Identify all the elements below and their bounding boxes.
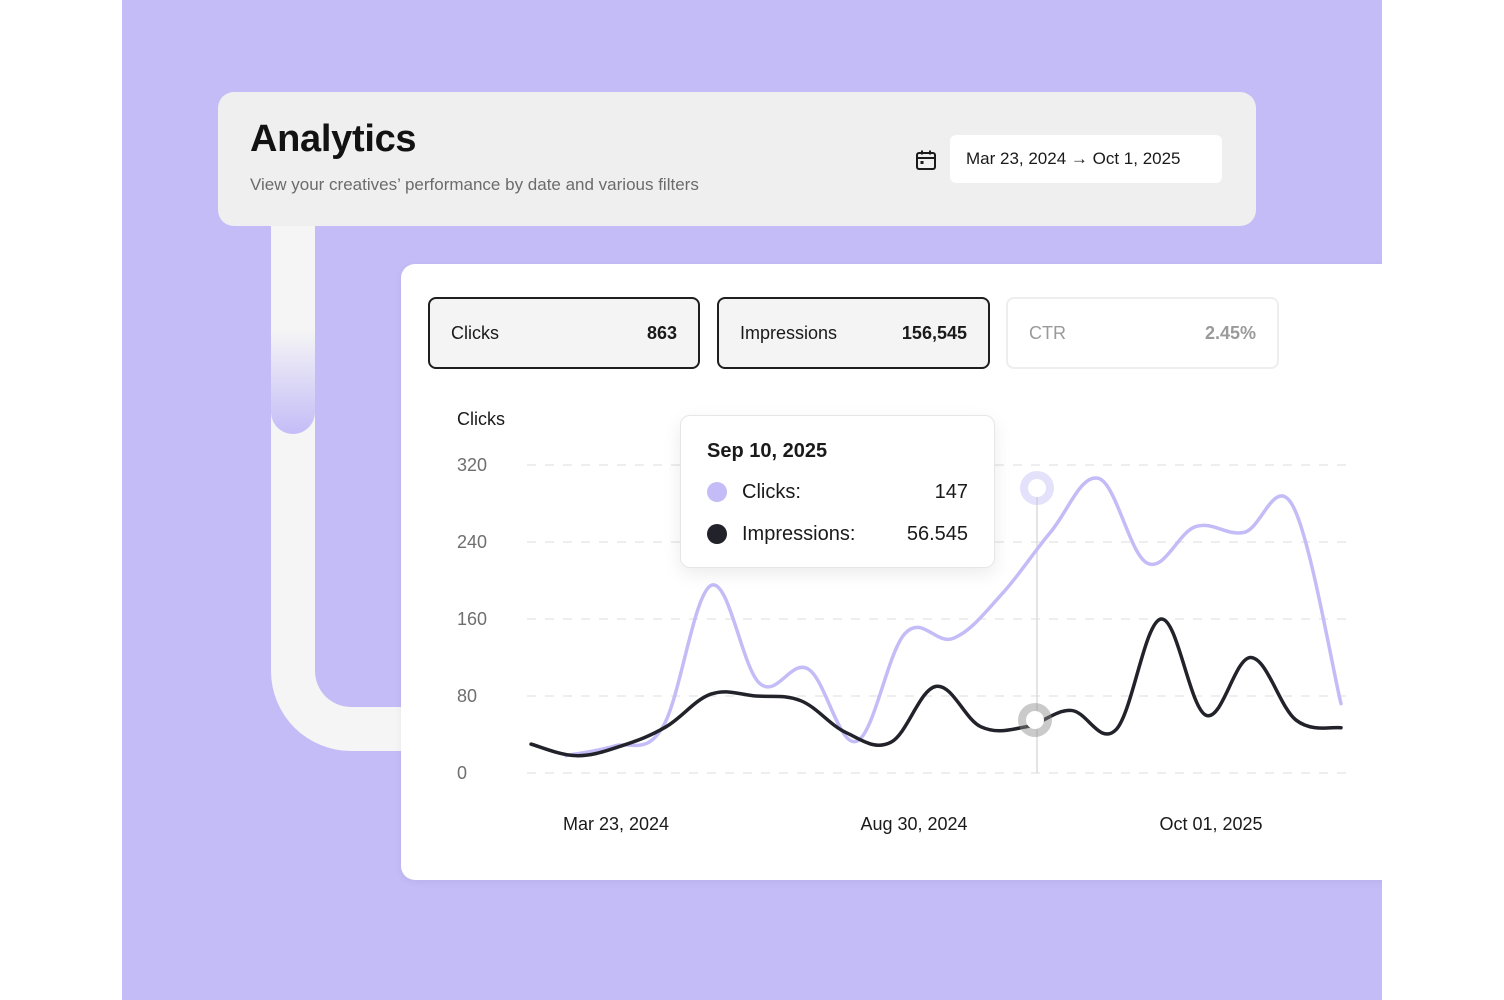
metric-value: 863 — [646, 322, 677, 343]
tooltip-row-impressions: Impressions: 56.545 — [707, 520, 968, 548]
metric-value: 2.45% — [1204, 322, 1256, 343]
metric-tab-impressions[interactable]: Impressions 156,545 — [717, 297, 990, 369]
tooltip-value: 56.545 — [906, 522, 968, 545]
page-subtitle: View your creatives’ performance by date… — [250, 175, 699, 194]
y-tick-label: 240 — [457, 532, 487, 552]
tooltip-row-clicks: Clicks: 147 — [707, 478, 968, 506]
tooltip-label: Impressions: — [742, 522, 856, 545]
x-tick-label: Aug 30, 2024 — [860, 814, 967, 834]
date-range-picker[interactable]: Mar 23, 2024 → Oct 1, 2025 — [950, 135, 1222, 183]
chart-tooltip: Sep 10, 2025 Clicks: 147 Impressions: 56… — [680, 415, 995, 568]
y-tick-label: 160 — [457, 609, 487, 629]
y-tick-label: 0 — [457, 763, 467, 783]
clicks-legend-dot — [707, 482, 727, 502]
x-tick-label: Mar 23, 2024 — [563, 814, 669, 834]
metric-tab-clicks[interactable]: Clicks 863 — [428, 297, 700, 369]
header-card: Analytics View your creatives’ performan… — [218, 92, 1256, 226]
tooltip-value: 147 — [934, 480, 968, 503]
metric-label: Clicks — [451, 322, 499, 343]
y-axis-title: Clicks — [457, 409, 505, 429]
impressions-legend-dot — [707, 524, 727, 544]
page-title: Analytics — [250, 118, 417, 160]
chart-card: Clicks 863 Impressions 156,545 CTR 2.45%… — [401, 264, 1382, 880]
line-chart: 0 80 160 240 320 Mar 23, 2024 Aug 30, 2024 Oct … — [457, 455, 1347, 834]
impressions-highlight-point — [1026, 711, 1044, 729]
metric-value: 156,545 — [901, 322, 967, 343]
metric-tab-ctr[interactable]: CTR 2.45% — [1006, 297, 1279, 369]
y-tick-label: 80 — [457, 686, 477, 706]
calendar-icon[interactable] — [914, 148, 938, 172]
connector-glow — [271, 330, 315, 434]
impressions-series-line — [529, 617, 1343, 758]
metric-label: Impressions — [740, 322, 838, 343]
metric-label: CTR — [1029, 322, 1066, 343]
canvas-background: Analytics View your creatives’ performan… — [122, 0, 1382, 1000]
y-tick-label: 320 — [457, 455, 487, 475]
tooltip-date: Sep 10, 2025 — [707, 440, 828, 462]
clicks-series-line — [564, 476, 1343, 758]
clicks-highlight-point — [1028, 479, 1046, 497]
x-tick-label: Oct 01, 2025 — [1159, 814, 1262, 834]
tooltip-label: Clicks: — [742, 480, 801, 503]
